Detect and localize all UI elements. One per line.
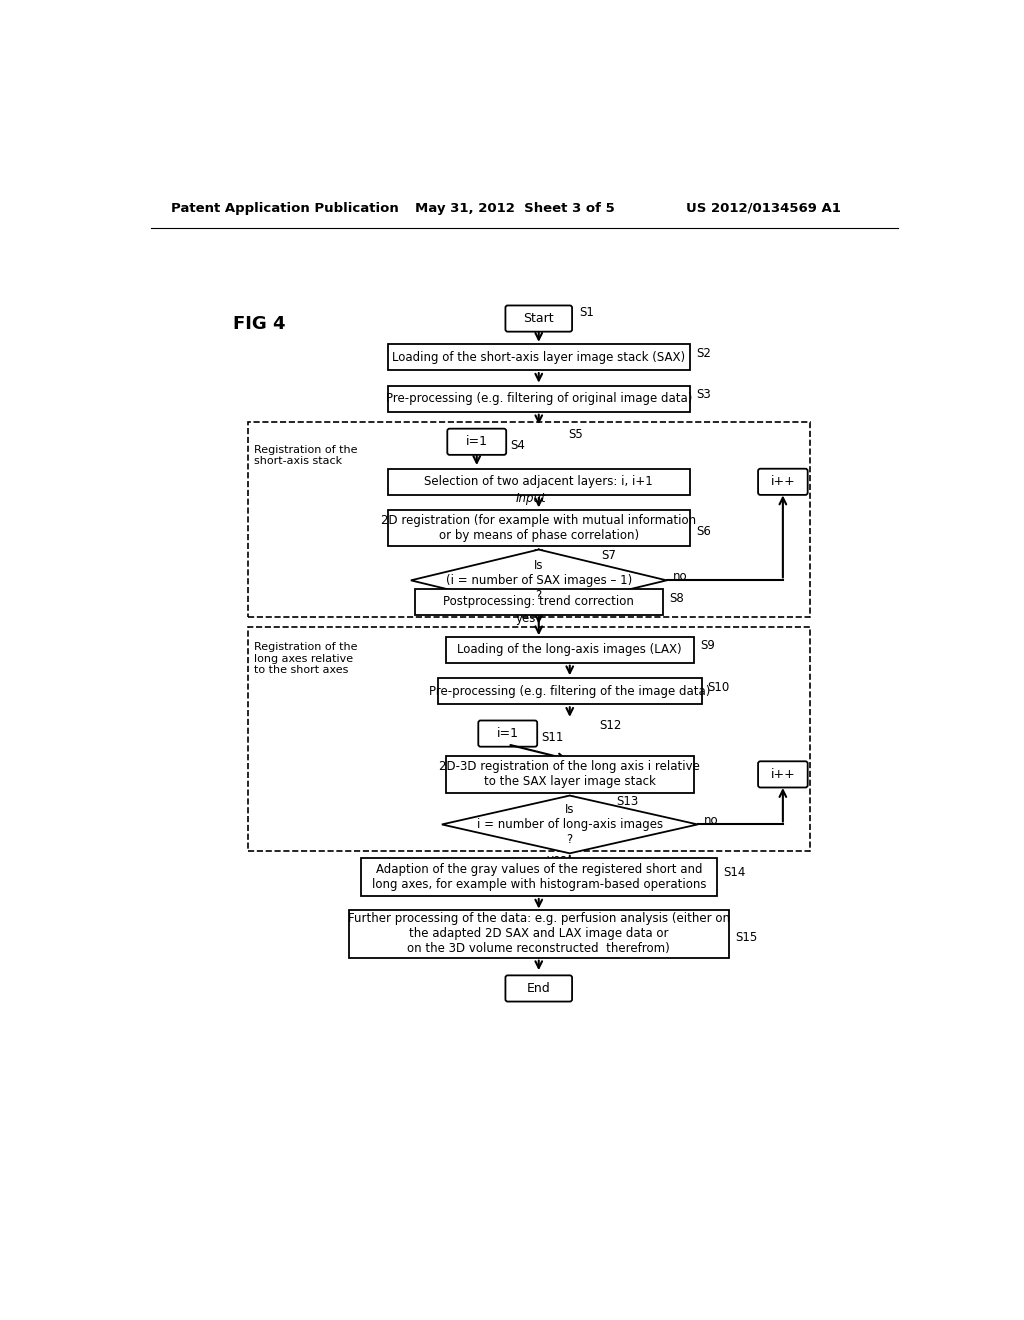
Text: Further processing of the data: e.g. perfusion analysis (either on
the adapted 2: Further processing of the data: e.g. per… (348, 912, 730, 956)
Bar (349, 909, 729, 958)
Text: i=1: i=1 (497, 727, 519, 741)
Text: End: End (527, 982, 551, 995)
Text: yes: yes (547, 853, 567, 866)
Polygon shape (411, 549, 667, 611)
Text: Loading of the short-axis layer image stack (SAX): Loading of the short-axis layer image st… (392, 351, 685, 363)
Text: Is
(i = number of SAX images – 1)
?: Is (i = number of SAX images – 1) ? (445, 558, 632, 602)
Text: Pre-processing (e.g. filtering of original image data): Pre-processing (e.g. filtering of origin… (386, 392, 692, 405)
FancyBboxPatch shape (478, 721, 538, 747)
Bar (360, 858, 717, 896)
Bar (415, 589, 663, 615)
Text: S10: S10 (708, 681, 730, 694)
Text: Registration of the
long axes relative
to the short axes: Registration of the long axes relative t… (254, 642, 357, 675)
Text: S14: S14 (723, 866, 745, 879)
Text: i++: i++ (770, 475, 796, 488)
Text: Adaption of the gray values of the registered short and
long axes, for example w: Adaption of the gray values of the regis… (372, 863, 706, 891)
Text: S1: S1 (579, 306, 594, 319)
Text: Selection of two adjacent layers: i, i+1: Selection of two adjacent layers: i, i+1 (424, 475, 653, 488)
Text: i++: i++ (770, 768, 796, 781)
Text: S4: S4 (510, 440, 525, 453)
Text: 2D registration (for example with mutual information
or by means of phase correl: 2D registration (for example with mutual… (381, 513, 696, 543)
Bar (388, 469, 690, 495)
Text: Postprocessing: trend correction: Postprocessing: trend correction (443, 595, 634, 609)
FancyBboxPatch shape (758, 469, 808, 495)
Text: no: no (703, 814, 719, 828)
Text: FIG 4: FIG 4 (232, 315, 285, 333)
Text: S5: S5 (568, 428, 583, 441)
Text: Patent Application Publication: Patent Application Publication (171, 202, 398, 215)
Text: S11: S11 (541, 731, 563, 744)
Text: Pre-processing (e.g. filtering of the image data): Pre-processing (e.g. filtering of the im… (429, 685, 711, 698)
FancyBboxPatch shape (447, 429, 506, 455)
Text: Start: Start (523, 312, 554, 325)
Text: Registration of the
short-axis stack: Registration of the short-axis stack (254, 445, 357, 466)
Text: S8: S8 (669, 591, 684, 605)
Text: Input: Input (516, 492, 547, 506)
Text: 2D-3D registration of the long axis i relative
to the SAX layer image stack: 2D-3D registration of the long axis i re… (439, 760, 700, 788)
Text: S3: S3 (696, 388, 711, 401)
Text: S7: S7 (601, 549, 615, 562)
Text: S6: S6 (696, 525, 711, 539)
Text: S9: S9 (700, 639, 715, 652)
Text: S12: S12 (599, 719, 622, 733)
Bar (388, 385, 690, 412)
Bar (248, 422, 810, 616)
Text: S13: S13 (616, 795, 639, 808)
FancyBboxPatch shape (758, 762, 808, 788)
Text: no: no (673, 570, 687, 583)
Text: US 2012/0134569 A1: US 2012/0134569 A1 (686, 202, 841, 215)
FancyBboxPatch shape (506, 305, 572, 331)
Text: S2: S2 (696, 347, 711, 360)
Text: S15: S15 (735, 931, 757, 944)
Text: May 31, 2012  Sheet 3 of 5: May 31, 2012 Sheet 3 of 5 (415, 202, 614, 215)
Bar (445, 636, 693, 663)
Bar (438, 678, 701, 705)
Text: Is
i = number of long-axis images
?: Is i = number of long-axis images ? (477, 803, 663, 846)
Text: yes: yes (515, 612, 536, 626)
FancyBboxPatch shape (506, 975, 572, 1002)
Bar (388, 345, 690, 370)
Polygon shape (442, 796, 697, 853)
Bar (388, 510, 690, 546)
Text: Loading of the long-axis images (LAX): Loading of the long-axis images (LAX) (458, 643, 682, 656)
Bar (445, 756, 693, 793)
Bar (248, 627, 810, 851)
Text: i=1: i=1 (466, 436, 487, 449)
